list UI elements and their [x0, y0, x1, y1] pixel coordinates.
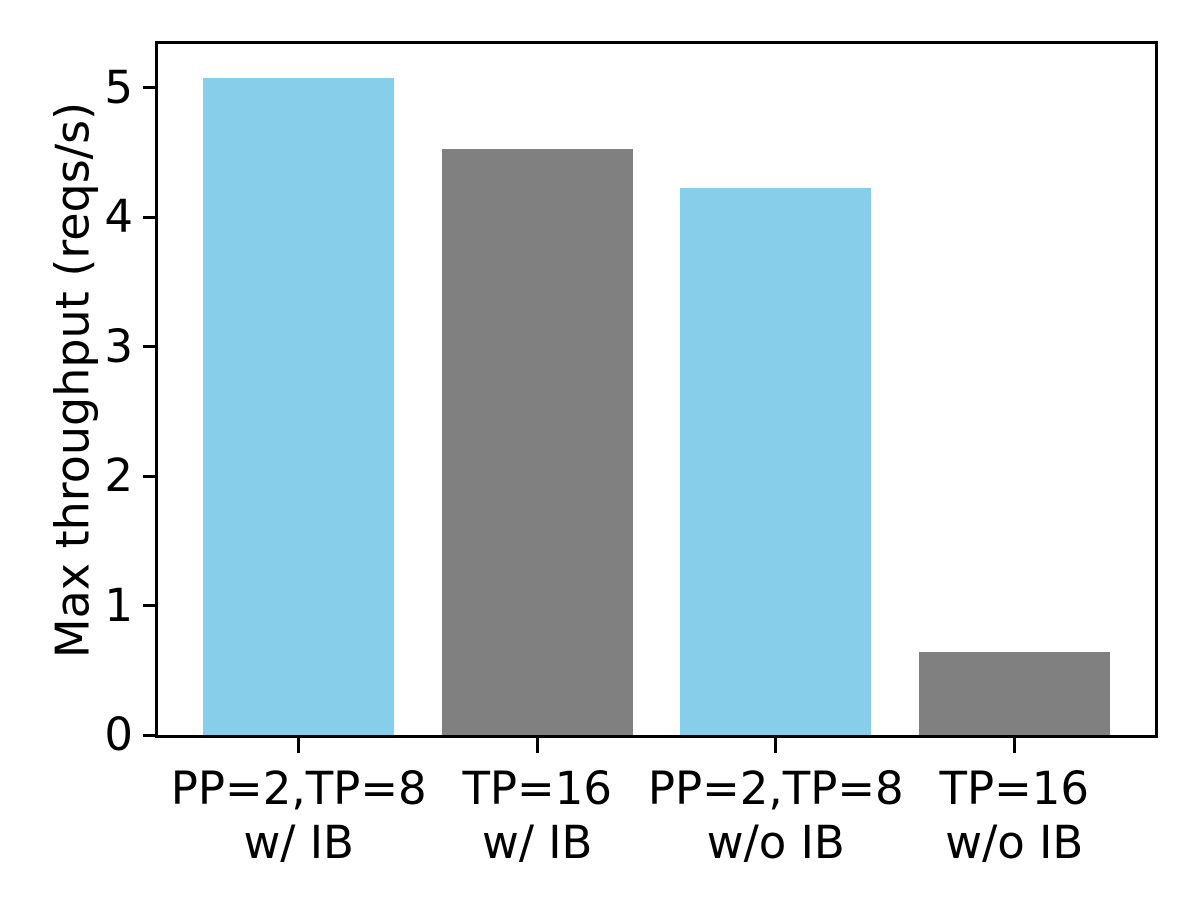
y-tick-mark [143, 604, 158, 608]
x-tick-label: PP=2,TP=8 w/ IB [139, 762, 459, 870]
bar [918, 652, 1110, 735]
x-tick-label-line1: TP=16 [462, 762, 613, 815]
bar [680, 187, 872, 735]
x-tick-label-line1: PP=2,TP=8 [170, 762, 427, 815]
y-tick-label: 2 [104, 449, 133, 503]
bar [203, 77, 395, 735]
bar [441, 148, 633, 735]
y-tick-mark [143, 345, 158, 349]
y-tick-mark [143, 474, 158, 478]
x-tick-label: TP=16 w/o IB [854, 762, 1174, 870]
y-tick-label: 5 [104, 60, 133, 114]
y-tick-label: 1 [104, 578, 133, 632]
x-tick-mark [774, 738, 778, 753]
x-tick-label-line2: w/ IB [243, 816, 354, 869]
y-tick-label: 0 [104, 708, 133, 761]
y-tick-mark [143, 733, 158, 737]
x-tick-label-line2: w/ IB [482, 816, 593, 869]
x-tick-label: PP=2,TP=8 w/o IB [616, 762, 936, 870]
x-tick-mark [297, 738, 301, 753]
x-tick-label-line1: TP=16 [939, 762, 1090, 815]
x-tick-label-line1: PP=2,TP=8 [647, 762, 904, 815]
y-tick-label: 3 [104, 319, 133, 373]
y-tick-label: 4 [104, 190, 133, 244]
x-tick-mark [535, 738, 539, 753]
x-tick-label-line2: w/o IB [945, 816, 1084, 869]
x-tick-label: TP=16 w/ IB [377, 762, 697, 870]
x-tick-label-line2: w/o IB [706, 816, 845, 869]
y-tick-mark [143, 215, 158, 219]
plot-area [155, 41, 1158, 738]
y-tick-mark [143, 86, 158, 90]
x-tick-mark [1012, 738, 1016, 753]
